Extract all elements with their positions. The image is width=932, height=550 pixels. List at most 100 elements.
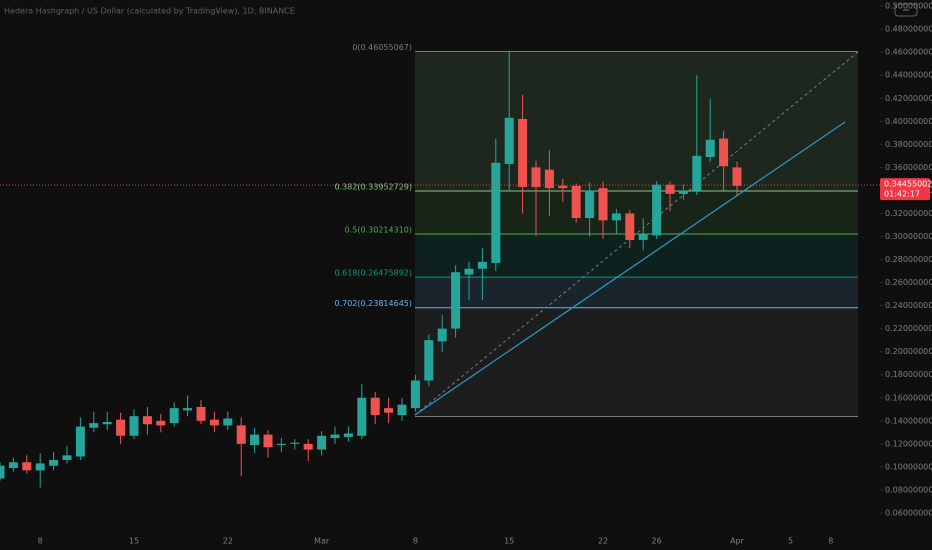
- candle-body: [156, 420, 166, 426]
- candle-body: [719, 138, 729, 167]
- settings-button[interactable]: [894, 3, 918, 17]
- y-tick-label: 0.08000000: [885, 485, 932, 494]
- fib-label: 0.618(0.26475892): [335, 269, 413, 278]
- candle-body: [464, 268, 474, 275]
- candle-body: [0, 465, 5, 479]
- last-price-box: [880, 178, 930, 201]
- y-tick-label: 0.46000000: [885, 48, 932, 57]
- candle-body: [571, 185, 581, 219]
- x-tick-label: 5: [788, 537, 793, 546]
- candle-body: [491, 162, 501, 263]
- y-tick-label: 0.32000000: [885, 209, 932, 218]
- y-tick-label: 0.44000000: [885, 71, 932, 80]
- x-tick-label: 22: [598, 537, 608, 546]
- candle-body: [370, 397, 380, 416]
- candle-body: [263, 434, 273, 448]
- candle-body: [303, 443, 313, 450]
- y-tick-label: 0.14000000: [885, 416, 932, 425]
- candle-body: [397, 404, 407, 416]
- candle-body: [705, 139, 715, 158]
- candle-body: [317, 435, 327, 450]
- fib-zone: [415, 277, 858, 308]
- candle-body: [424, 340, 434, 381]
- x-tick-label: 26: [652, 537, 662, 546]
- candle-body: [544, 169, 554, 189]
- candle-body: [732, 167, 742, 186]
- candle-body: [477, 261, 487, 269]
- candle-body: [665, 184, 675, 194]
- candle-body: [183, 408, 193, 411]
- y-tick-label: 0.38000000: [885, 140, 932, 149]
- y-tick-label: 0.30000000: [885, 232, 932, 241]
- candle-body: [531, 167, 541, 187]
- candle-body: [35, 463, 45, 471]
- candle-body: [129, 416, 139, 436]
- candle-body: [678, 190, 688, 194]
- fib-zone: [415, 307, 858, 417]
- candle-body: [638, 234, 648, 240]
- candle-body: [102, 421, 112, 425]
- fib-zone: [415, 234, 858, 278]
- candle-body: [558, 185, 568, 189]
- x-tick-label: 8: [828, 537, 833, 546]
- candle-body: [8, 462, 18, 469]
- candle-body: [196, 406, 206, 421]
- candle-body: [169, 408, 179, 424]
- fib-label: 0.702(0.23814645): [335, 299, 413, 308]
- last-price-label: 0.34455002: [884, 180, 932, 189]
- candle-body: [236, 425, 246, 444]
- y-tick-label: 0.20000000: [885, 347, 932, 356]
- candle-body: [250, 434, 260, 445]
- y-tick-label: 0.42000000: [885, 94, 932, 103]
- candle-body: [330, 434, 340, 439]
- candle-body: [451, 272, 461, 329]
- candle-body: [437, 328, 447, 342]
- y-tick-label: 0.18000000: [885, 370, 932, 379]
- countdown-label: 01:42:17: [884, 190, 920, 199]
- candle-body: [518, 118, 528, 187]
- fib-zone: [415, 51, 858, 191]
- candle-body: [116, 419, 126, 436]
- candle-body: [276, 443, 286, 445]
- chart-title: Hedera Hashgraph / US Dollar (calculated…: [4, 7, 295, 16]
- candle-body: [75, 426, 85, 457]
- fib-retracement: 0(0.46055067) 0.382(0.33952729) 0.5(0.3021…: [335, 43, 858, 418]
- y-tick-label: 0.10000000: [885, 462, 932, 471]
- fib-label: 0.5(0.30214310): [345, 226, 412, 235]
- x-tick-label: 22: [223, 537, 233, 546]
- y-tick-label: 0.06000000: [885, 508, 932, 517]
- y-tick-label: 0.28000000: [885, 255, 932, 264]
- candle-body: [625, 213, 635, 240]
- y-tick-label: 0.26000000: [885, 278, 932, 287]
- candle-body: [692, 155, 702, 191]
- candle-body: [142, 416, 152, 425]
- candle-body: [384, 408, 394, 413]
- y-tick-label: 0.50000000: [885, 2, 932, 11]
- x-tick-label: 15: [129, 537, 139, 546]
- x-tick-label: Mar: [314, 537, 330, 546]
- candle-body: [62, 455, 72, 460]
- candle-body: [598, 188, 608, 221]
- x-tick-label: 8: [413, 537, 418, 546]
- candle-body: [410, 380, 420, 409]
- candle-body: [290, 442, 300, 444]
- x-tick-label: Apr: [730, 537, 745, 546]
- trend-line[interactable]: [414, 121, 846, 416]
- candle-body: [223, 418, 233, 426]
- candle-body: [49, 459, 59, 466]
- candle-body: [357, 397, 367, 436]
- candle-body: [504, 117, 514, 164]
- fib-zone: [415, 190, 858, 235]
- y-tick-label: 0.22000000: [885, 324, 932, 333]
- candle-body: [89, 423, 99, 428]
- x-tick-label: 15: [504, 537, 514, 546]
- candles: [0, 52, 742, 488]
- y-tick-label: 0.36000000: [885, 163, 932, 172]
- candle-body: [585, 190, 595, 219]
- y-tick-label: 0.24000000: [885, 301, 932, 310]
- fib-label: 0(0.46055067): [352, 43, 412, 52]
- y-tick-label: 0.12000000: [885, 439, 932, 448]
- candle-body: [611, 213, 621, 221]
